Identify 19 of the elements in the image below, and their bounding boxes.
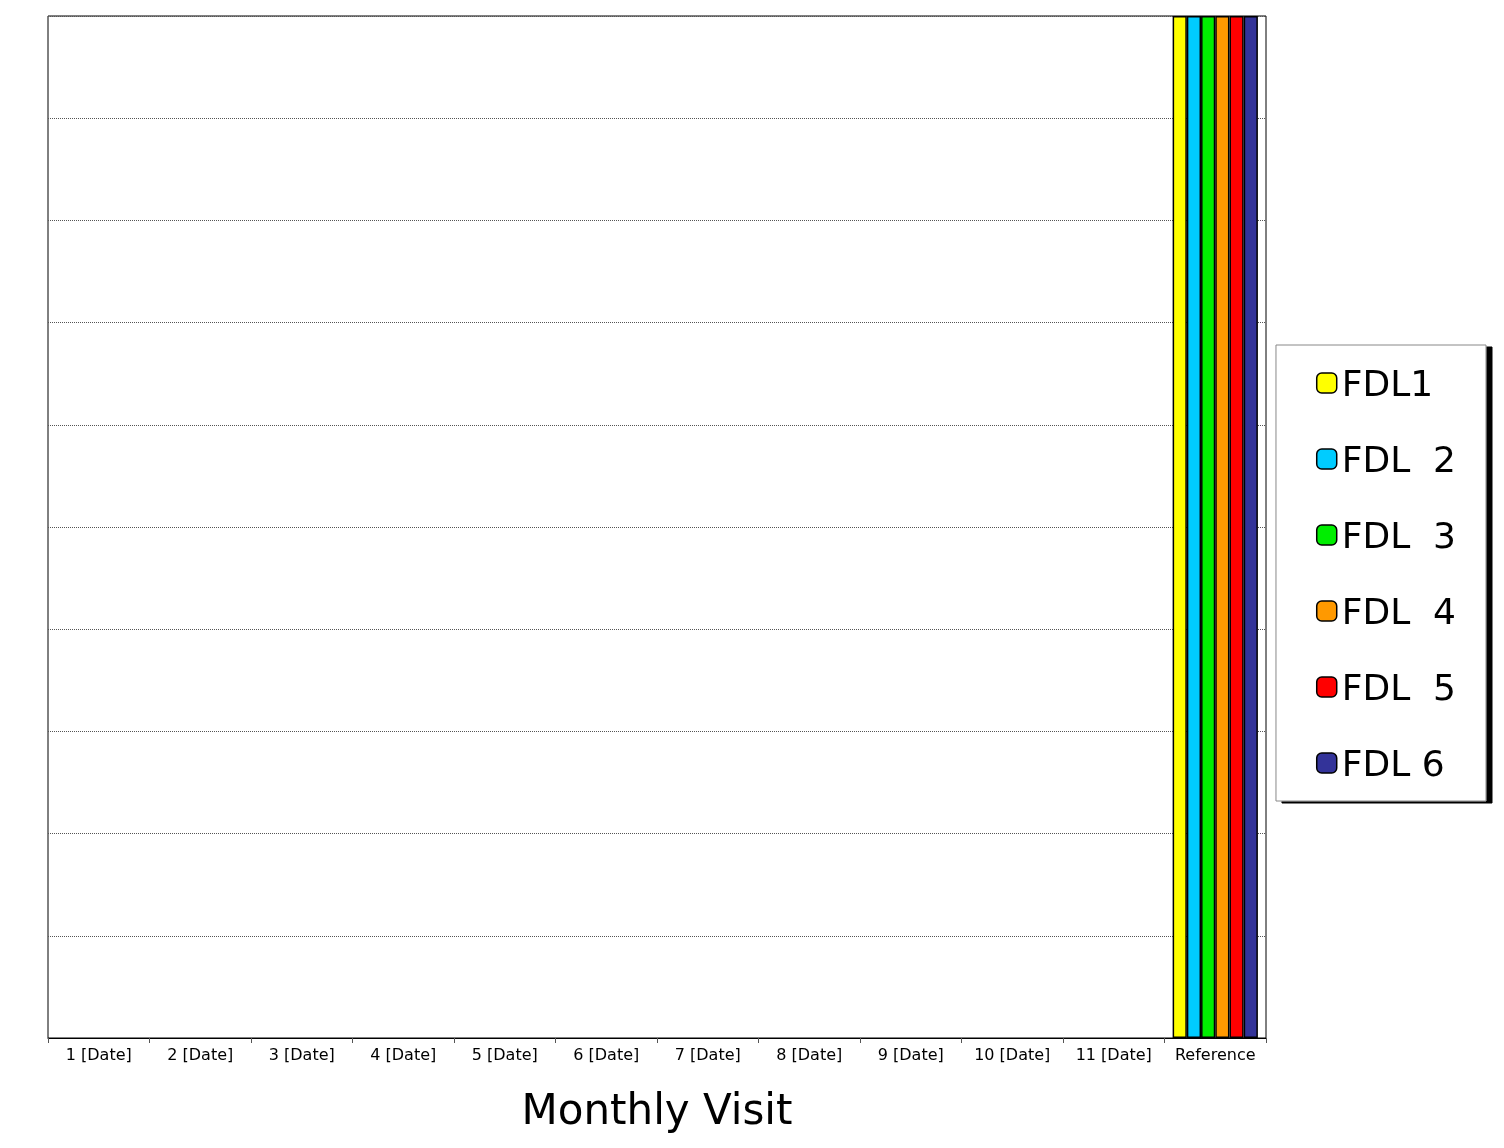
legend-label: FDL 4 bbox=[1341, 590, 1457, 632]
x-tick-label: 2 [Date] bbox=[167, 1044, 234, 1064]
x-tick-label: 5 [Date] bbox=[471, 1044, 538, 1064]
x-tick-label: 6 [Date] bbox=[573, 1044, 640, 1064]
legend-label: FDL1 bbox=[1341, 362, 1434, 404]
x-tick-label: 7 [Date] bbox=[674, 1044, 741, 1064]
x-tick-label: 1 [Date] bbox=[65, 1044, 132, 1064]
x-tick-label: 9 [Date] bbox=[877, 1044, 944, 1064]
x-tick-label: Reference bbox=[1174, 1044, 1256, 1064]
x-tick-label: 4 [Date] bbox=[370, 1044, 437, 1064]
legend-label: FDL 2 bbox=[1341, 438, 1457, 480]
x-tick-label: 11 [Date] bbox=[1075, 1044, 1152, 1064]
x-tick-label: 10 [Date] bbox=[974, 1044, 1051, 1064]
legend-label: FDL 5 bbox=[1341, 666, 1457, 708]
x-axis-title: Monthly Visit bbox=[521, 1084, 793, 1134]
x-tick-label: 3 [Date] bbox=[268, 1044, 335, 1064]
legend-label: FDL 3 bbox=[1341, 514, 1457, 556]
legend-label: FDL 6 bbox=[1341, 742, 1445, 784]
x-tick-label: 8 [Date] bbox=[776, 1044, 843, 1064]
